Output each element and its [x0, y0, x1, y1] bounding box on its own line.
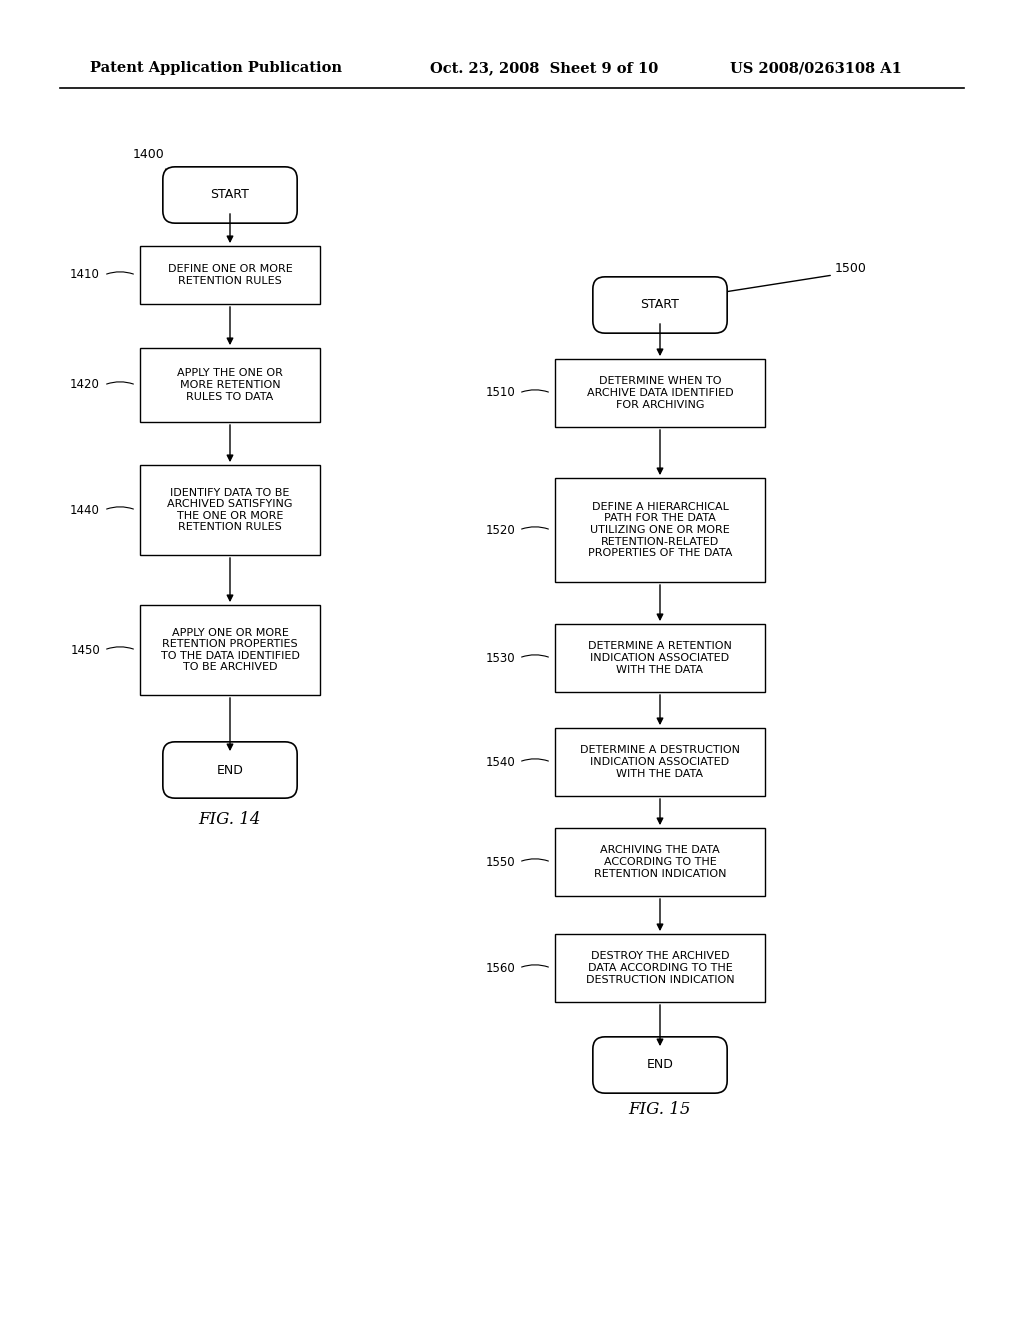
- Text: ARCHIVING THE DATA
ACCORDING TO THE
RETENTION INDICATION: ARCHIVING THE DATA ACCORDING TO THE RETE…: [594, 845, 726, 879]
- Bar: [555, 624, 765, 692]
- Text: 1500: 1500: [835, 261, 867, 275]
- Text: APPLY ONE OR MORE
RETENTION PROPERTIES
TO THE DATA IDENTIFIED
TO BE ARCHIVED: APPLY ONE OR MORE RETENTION PROPERTIES T…: [161, 627, 299, 672]
- Bar: [555, 478, 765, 582]
- Text: 1410: 1410: [70, 268, 100, 281]
- Text: 1510: 1510: [485, 387, 515, 400]
- Text: 1530: 1530: [485, 652, 515, 664]
- Text: Patent Application Publication: Patent Application Publication: [90, 61, 342, 75]
- FancyBboxPatch shape: [593, 1036, 727, 1093]
- Text: 1450: 1450: [71, 644, 100, 656]
- Bar: [555, 935, 765, 1002]
- Text: DESTROY THE ARCHIVED
DATA ACCORDING TO THE
DESTRUCTION INDICATION: DESTROY THE ARCHIVED DATA ACCORDING TO T…: [586, 952, 734, 985]
- Text: 1520: 1520: [485, 524, 515, 536]
- Text: 1440: 1440: [70, 503, 100, 516]
- Text: DEFINE A HIERARCHICAL
PATH FOR THE DATA
UTILIZING ONE OR MORE
RETENTION-RELATED
: DEFINE A HIERARCHICAL PATH FOR THE DATA …: [588, 502, 732, 558]
- Bar: [555, 729, 765, 796]
- Bar: [140, 246, 319, 304]
- Bar: [140, 348, 319, 422]
- Text: FIG. 14: FIG. 14: [199, 812, 261, 829]
- Bar: [555, 359, 765, 426]
- Text: US 2008/0263108 A1: US 2008/0263108 A1: [730, 61, 902, 75]
- Text: DETERMINE A DESTRUCTION
INDICATION ASSOCIATED
WITH THE DATA: DETERMINE A DESTRUCTION INDICATION ASSOC…: [580, 746, 740, 779]
- FancyBboxPatch shape: [593, 277, 727, 333]
- Text: END: END: [646, 1059, 674, 1072]
- Bar: [555, 828, 765, 896]
- Text: 1550: 1550: [485, 855, 515, 869]
- Text: 1560: 1560: [485, 961, 515, 974]
- Text: APPLY THE ONE OR
MORE RETENTION
RULES TO DATA: APPLY THE ONE OR MORE RETENTION RULES TO…: [177, 368, 283, 401]
- Bar: [140, 605, 319, 696]
- Text: FIG. 15: FIG. 15: [629, 1101, 691, 1118]
- Text: START: START: [641, 298, 680, 312]
- Text: DETERMINE A RETENTION
INDICATION ASSOCIATED
WITH THE DATA: DETERMINE A RETENTION INDICATION ASSOCIA…: [588, 642, 732, 675]
- Text: DETERMINE WHEN TO
ARCHIVE DATA IDENTIFIED
FOR ARCHIVING: DETERMINE WHEN TO ARCHIVE DATA IDENTIFIE…: [587, 376, 733, 409]
- FancyBboxPatch shape: [163, 166, 297, 223]
- Text: END: END: [216, 763, 244, 776]
- Text: Oct. 23, 2008  Sheet 9 of 10: Oct. 23, 2008 Sheet 9 of 10: [430, 61, 658, 75]
- Text: START: START: [211, 189, 250, 202]
- Bar: [140, 465, 319, 554]
- Text: DEFINE ONE OR MORE
RETENTION RULES: DEFINE ONE OR MORE RETENTION RULES: [168, 264, 293, 286]
- Text: 1420: 1420: [70, 379, 100, 392]
- Text: 1400: 1400: [133, 149, 165, 161]
- FancyBboxPatch shape: [163, 742, 297, 799]
- Text: 1540: 1540: [485, 755, 515, 768]
- Text: IDENTIFY DATA TO BE
ARCHIVED SATISFYING
THE ONE OR MORE
RETENTION RULES: IDENTIFY DATA TO BE ARCHIVED SATISFYING …: [167, 487, 293, 532]
